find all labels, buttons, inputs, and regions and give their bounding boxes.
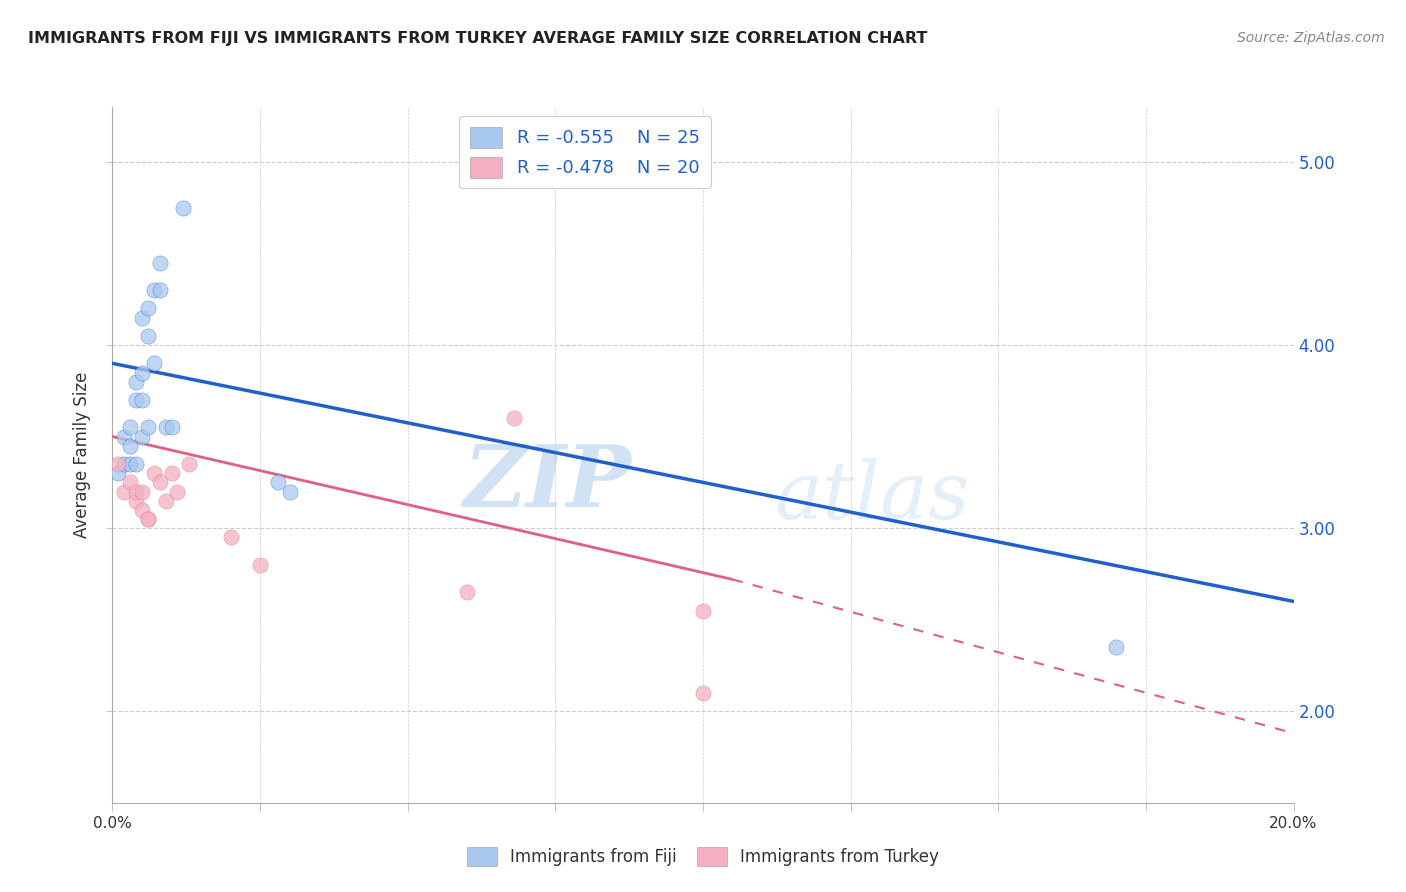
Point: [125, 484, 148, 499]
Point: [149, 255, 172, 269]
Point: [136, 512, 159, 526]
Point: [120, 457, 142, 471]
Point: [125, 375, 148, 389]
Text: ZIP: ZIP: [464, 441, 633, 524]
Point: [160, 467, 183, 481]
Point: [107, 467, 129, 481]
Point: [219, 530, 242, 544]
Point: [249, 558, 271, 572]
Point: [503, 411, 526, 425]
Point: [179, 457, 201, 471]
Point: [267, 475, 290, 490]
Text: atlas: atlas: [773, 458, 969, 535]
Point: [131, 503, 153, 517]
Point: [172, 201, 194, 215]
Point: [120, 475, 142, 490]
Point: [149, 283, 172, 297]
Point: [112, 457, 135, 471]
Text: IMMIGRANTS FROM FIJI VS IMMIGRANTS FROM TURKEY AVERAGE FAMILY SIZE CORRELATION C: IMMIGRANTS FROM FIJI VS IMMIGRANTS FROM …: [28, 31, 928, 46]
Point: [136, 329, 159, 343]
Point: [155, 493, 177, 508]
Point: [131, 484, 153, 499]
Point: [142, 467, 165, 481]
Point: [1105, 640, 1128, 655]
Point: [125, 457, 148, 471]
Point: [125, 392, 148, 407]
Point: [107, 457, 129, 471]
Point: [692, 603, 714, 617]
Point: [142, 283, 165, 297]
Point: [136, 301, 159, 316]
Point: [136, 512, 159, 526]
Point: [456, 585, 478, 599]
Text: Source: ZipAtlas.com: Source: ZipAtlas.com: [1237, 31, 1385, 45]
Point: [160, 420, 183, 434]
Point: [149, 475, 172, 490]
Point: [166, 484, 188, 499]
Point: [136, 420, 159, 434]
Point: [131, 310, 153, 325]
Y-axis label: Average Family Size: Average Family Size: [73, 372, 91, 538]
Point: [125, 493, 148, 508]
Point: [112, 429, 135, 443]
Point: [131, 366, 153, 380]
Point: [120, 439, 142, 453]
Point: [131, 392, 153, 407]
Point: [155, 420, 177, 434]
Point: [120, 420, 142, 434]
Point: [131, 429, 153, 443]
Point: [112, 484, 135, 499]
Point: [142, 356, 165, 370]
Point: [278, 484, 301, 499]
Point: [692, 686, 714, 700]
Legend: Immigrants from Fiji, Immigrants from Turkey: Immigrants from Fiji, Immigrants from Tu…: [458, 838, 948, 874]
